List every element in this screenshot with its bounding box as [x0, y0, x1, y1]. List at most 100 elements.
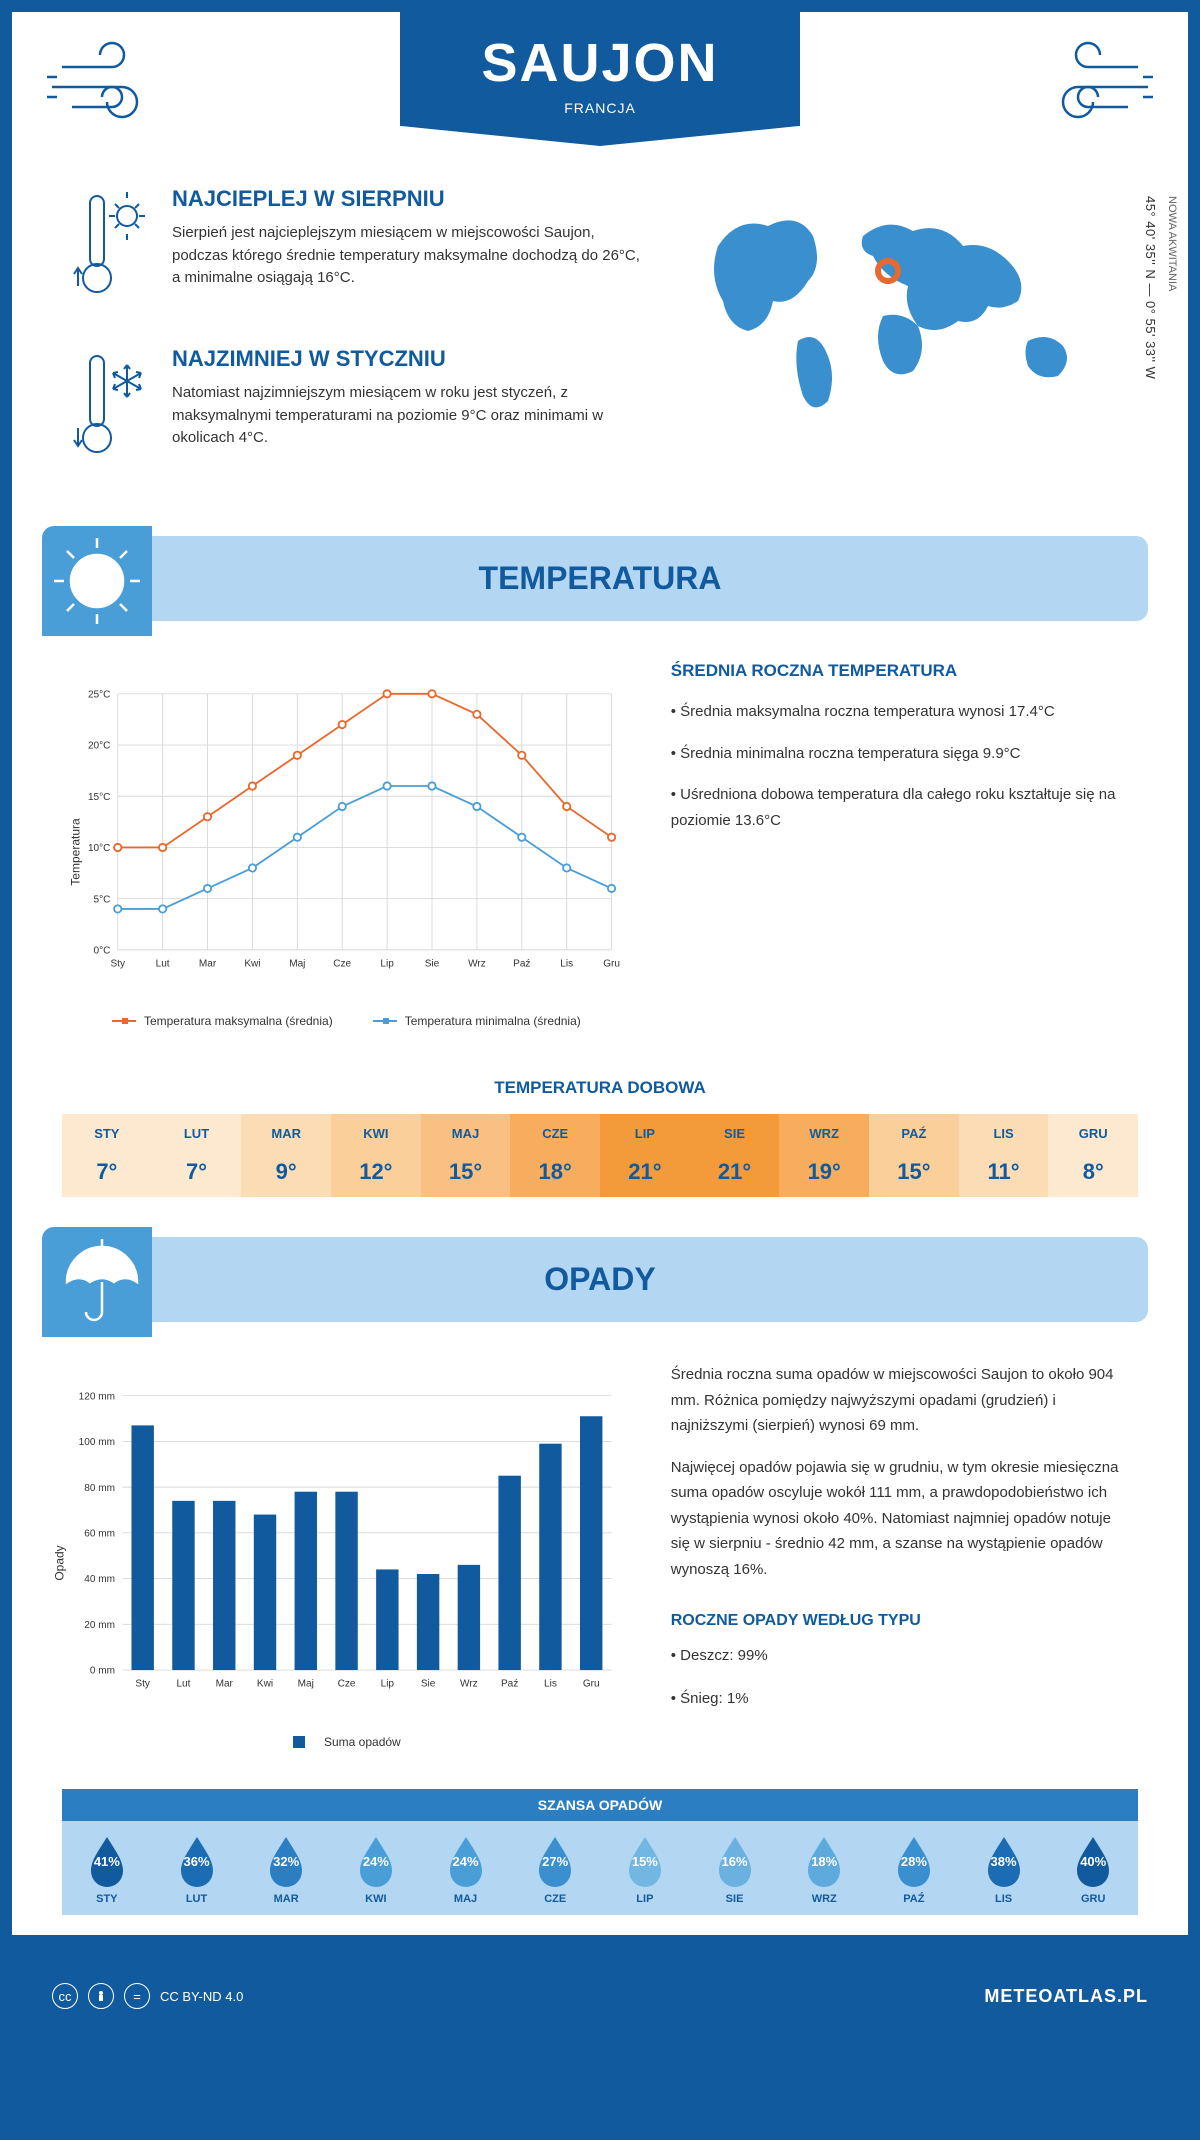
- chance-cell: 36% LUT: [152, 1833, 242, 1905]
- intro-facts: NAJCIEPLEJ W SIERPNIU Sierpień jest najc…: [72, 186, 648, 506]
- chance-cell: 28% PAŹ: [869, 1833, 959, 1905]
- daily-temp-title: TEMPERATURA DOBOWA: [12, 1078, 1188, 1098]
- legend-max-label: Temperatura maksymalna (średnia): [144, 1014, 333, 1028]
- coords-label: 45° 40' 35'' N — 0° 55' 33'' W: [1143, 196, 1158, 379]
- footer-site: METEOATLAS.PL: [984, 1986, 1148, 2007]
- fact-coldest: NAJZIMNIEJ W STYCZNIU Natomiast najzimni…: [72, 346, 648, 466]
- legend-precip: Suma opadów: [292, 1735, 401, 1749]
- svg-text:Wrz: Wrz: [468, 958, 486, 969]
- precip-type-snow: • Śnieg: 1%: [671, 1685, 1128, 1712]
- daily-temp-cell: LUT7°: [152, 1114, 242, 1197]
- temp-bullet-0: • Średnia maksymalna roczna temperatura …: [671, 699, 1128, 725]
- svg-text:Gru: Gru: [603, 958, 620, 969]
- precip-section-header: OPADY: [52, 1237, 1148, 1322]
- precip-type-rain: • Deszcz: 99%: [671, 1642, 1128, 1669]
- thermometer-cold-icon: [72, 346, 152, 466]
- svg-text:Lis: Lis: [544, 1679, 557, 1690]
- chance-title: SZANSA OPADÓW: [62, 1789, 1138, 1821]
- daily-temp-cell: WRZ19°: [779, 1114, 869, 1197]
- drop-icon: 18%: [802, 1833, 846, 1887]
- precip-info: Średnia roczna suma opadów w miejscowośc…: [671, 1362, 1128, 1749]
- svg-text:60 mm: 60 mm: [84, 1529, 115, 1540]
- daily-temp-cell: SIE21°: [690, 1114, 780, 1197]
- footer-license: cc = CC BY-ND 4.0: [52, 1983, 243, 2009]
- daily-temp-cell: MAR9°: [241, 1114, 331, 1197]
- footer: cc = CC BY-ND 4.0 METEOATLAS.PL: [12, 1965, 1188, 2027]
- chance-cell: 18% WRZ: [779, 1833, 869, 1905]
- precip-type-title: ROCZNE OPADY WEDŁUG TYPU: [671, 1612, 1128, 1630]
- precip-section-body: Opady 0 mm20 mm40 mm60 mm80 mm100 mm120 …: [12, 1322, 1188, 1769]
- svg-text:Gru: Gru: [583, 1679, 600, 1690]
- svg-text:Lis: Lis: [560, 958, 573, 969]
- temp-chart-legend: Temperatura maksymalna (średnia) Tempera…: [72, 1014, 621, 1028]
- precip-bar-chart: 0 mm20 mm40 mm60 mm80 mm100 mm120 mmStyL…: [72, 1362, 621, 1722]
- daily-temp-cell: LIS11°: [959, 1114, 1049, 1197]
- svg-text:40 mm: 40 mm: [84, 1574, 115, 1585]
- svg-text:0°C: 0°C: [94, 946, 111, 957]
- temp-bullet-2: • Uśredniona dobowa temperatura dla całe…: [671, 782, 1128, 833]
- country-label: FRANCJA: [400, 100, 800, 116]
- daily-temp-cell: STY7°: [62, 1114, 152, 1197]
- svg-text:Mar: Mar: [199, 958, 217, 969]
- temp-chart-area: Temperatura 0°C5°C10°C15°C20°C25°CStyLut…: [72, 661, 621, 1028]
- svg-text:25°C: 25°C: [88, 689, 110, 700]
- wind-icon-left: [42, 32, 182, 132]
- page: SAUJON FRANCJA: [12, 12, 1188, 1935]
- drop-icon: 24%: [354, 1833, 398, 1887]
- svg-text:120 mm: 120 mm: [79, 1391, 115, 1402]
- svg-text:Cze: Cze: [338, 1679, 356, 1690]
- chance-cell: 24% MAJ: [421, 1833, 511, 1905]
- daily-temp-cell: GRU8°: [1048, 1114, 1138, 1197]
- svg-text:Lut: Lut: [176, 1679, 190, 1690]
- svg-text:Lip: Lip: [380, 958, 394, 969]
- temp-info: ŚREDNIA ROCZNA TEMPERATURA • Średnia mak…: [671, 661, 1128, 1028]
- svg-text:Maj: Maj: [289, 958, 305, 969]
- precip-chart-area: Opady 0 mm20 mm40 mm60 mm80 mm100 mm120 …: [72, 1362, 621, 1749]
- drop-icon: 16%: [713, 1833, 757, 1887]
- temp-line-chart: 0°C5°C10°C15°C20°C25°CStyLutMarKwiMajCze…: [72, 661, 621, 1001]
- temp-section-header: TEMPERATURA: [52, 536, 1148, 621]
- svg-text:Wrz: Wrz: [460, 1679, 478, 1690]
- drop-icon: 41%: [85, 1833, 129, 1887]
- svg-text:20°C: 20°C: [88, 741, 110, 752]
- chance-cell: 16% SIE: [690, 1833, 780, 1905]
- by-icon: [88, 1983, 114, 2009]
- legend-precip-label: Suma opadów: [324, 1735, 401, 1749]
- chance-cell: 27% CZE: [510, 1833, 600, 1905]
- map-panel: NOWA AKWITANIA 45° 40' 35'' N — 0° 55' 3…: [688, 186, 1128, 506]
- svg-text:0 mm: 0 mm: [90, 1666, 115, 1677]
- svg-text:Paź: Paź: [501, 1679, 518, 1690]
- daily-temp-strip: STY7°LUT7°MAR9°KWI12°MAJ15°CZE18°LIP21°S…: [62, 1114, 1138, 1197]
- daily-temp-cell: PAŹ15°: [869, 1114, 959, 1197]
- fact-warmest-title: NAJCIEPLEJ W SIERPNIU: [172, 186, 648, 212]
- daily-temp-cell: CZE18°: [510, 1114, 600, 1197]
- license-text: CC BY-ND 4.0: [160, 1989, 243, 2004]
- svg-text:Kwi: Kwi: [257, 1679, 273, 1690]
- precip-section-title: OPADY: [544, 1261, 655, 1297]
- temp-bullet-1: • Średnia minimalna roczna temperatura s…: [671, 741, 1128, 767]
- sun-icon: [42, 526, 152, 636]
- intro-section: NAJCIEPLEJ W SIERPNIU Sierpień jest najc…: [12, 146, 1188, 536]
- precip-para-2: Najwięcej opadów pojawia się w grudniu, …: [671, 1455, 1128, 1583]
- cc-icon: cc: [52, 1983, 78, 2009]
- svg-text:Paź: Paź: [513, 958, 530, 969]
- world-map: [688, 186, 1108, 426]
- drop-icon: 40%: [1071, 1833, 1115, 1887]
- daily-temp-cell: KWI12°: [331, 1114, 421, 1197]
- svg-text:Lut: Lut: [156, 958, 170, 969]
- drop-icon: 28%: [892, 1833, 936, 1887]
- temp-chart-ylabel: Temperatura: [69, 818, 83, 885]
- svg-text:80 mm: 80 mm: [84, 1483, 115, 1494]
- daily-temp-cell: MAJ15°: [421, 1114, 511, 1197]
- svg-text:Sty: Sty: [110, 958, 125, 969]
- precip-chart-legend: Suma opadów: [72, 1735, 621, 1749]
- svg-text:Maj: Maj: [298, 1679, 314, 1690]
- drop-icon: 24%: [444, 1833, 488, 1887]
- svg-text:Kwi: Kwi: [244, 958, 260, 969]
- drop-icon: 38%: [982, 1833, 1026, 1887]
- chance-cell: 38% LIS: [959, 1833, 1049, 1905]
- precip-type-block: ROCZNE OPADY WEDŁUG TYPU • Deszcz: 99% •…: [671, 1612, 1128, 1712]
- precip-chart-ylabel: Opady: [53, 1545, 67, 1580]
- temp-section-title: TEMPERATURA: [479, 560, 722, 596]
- svg-text:Cze: Cze: [333, 958, 351, 969]
